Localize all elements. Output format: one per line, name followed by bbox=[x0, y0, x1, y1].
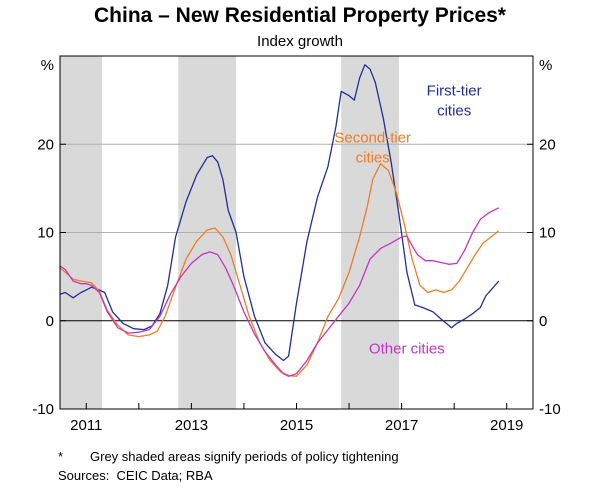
series-line-first-tier-cities bbox=[59, 64, 500, 362]
gridlines bbox=[60, 143, 533, 322]
footnote-note: * Grey shaded areas signify periods of po… bbox=[58, 449, 399, 464]
axes: -10 -10 0 0 10 10 20 20% % 2011 2013 2015 2017 2019 bbox=[32, 57, 560, 434]
y-tick-label-right: 0 bbox=[539, 313, 547, 330]
footnote-asterisk: * bbox=[58, 449, 64, 464]
series-labels: First-tier cities Second-tier cities Other c… bbox=[334, 83, 481, 358]
series-label: Other cities bbox=[369, 340, 445, 357]
y-tick-label-right: 20 bbox=[539, 136, 556, 153]
footnote-sources: Sources: CEIC Data; RBA bbox=[58, 468, 213, 483]
y-unit-right: % bbox=[539, 57, 552, 74]
series-lines bbox=[59, 64, 500, 377]
chart-subtitle: Index growth bbox=[257, 33, 343, 50]
x-tick-label: 2011 bbox=[70, 417, 102, 434]
y-tick-label-left: 0 bbox=[46, 313, 54, 330]
y-tick-label-left: -10 bbox=[32, 401, 54, 418]
series-label: Second-tier bbox=[334, 129, 411, 146]
y-tick-label-right: 10 bbox=[539, 225, 556, 242]
y-tick-label-left: 20 bbox=[37, 136, 54, 153]
x-tick-label: 2013 bbox=[175, 417, 208, 434]
series-line-other-cities bbox=[59, 207, 500, 377]
y-tick-label-left: 10 bbox=[37, 225, 54, 242]
x-tick-label: 2017 bbox=[385, 417, 418, 434]
y-unit-left: % bbox=[41, 57, 54, 74]
x-tick-label: 2015 bbox=[280, 417, 313, 434]
y-tick-label-right: -10 bbox=[539, 401, 561, 418]
series-label: cities bbox=[437, 103, 471, 120]
footnote-note-text: Grey shaded areas signify periods of pol… bbox=[90, 449, 399, 464]
series-label: First-tier bbox=[427, 83, 482, 100]
x-tick-label: 2019 bbox=[490, 417, 523, 434]
chart-title: China – New Residential Property Prices* bbox=[94, 4, 506, 27]
series-label: cities bbox=[356, 149, 390, 166]
